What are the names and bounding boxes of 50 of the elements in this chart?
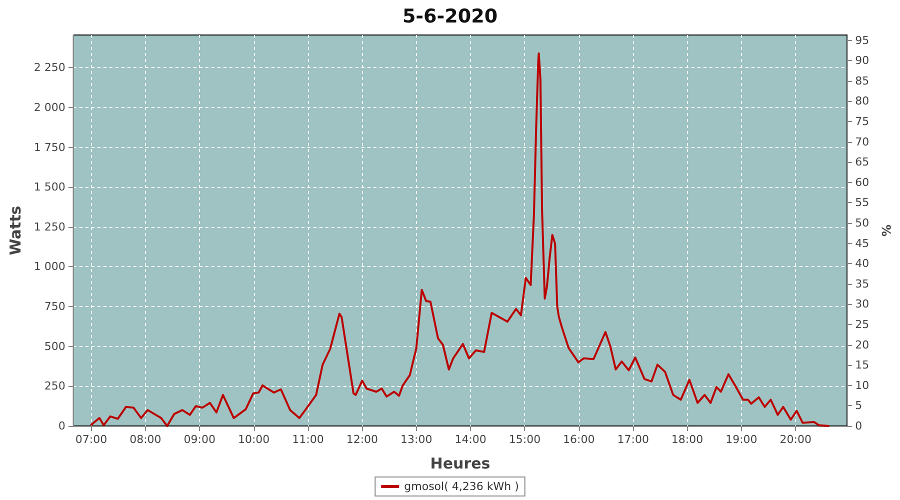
- y-axis-title: Watts: [6, 206, 24, 256]
- y2-tick-label: 60: [855, 176, 870, 189]
- x-tick-label: 16:00: [563, 433, 595, 446]
- y2-tick-label: 20: [855, 338, 870, 352]
- y-tick-label: 750: [44, 300, 66, 314]
- y2-tick-label: 85: [855, 74, 870, 88]
- y2-tick-label: 70: [855, 135, 870, 148]
- y2-tick-label: 75: [855, 114, 870, 128]
- y2-tick-label: 65: [855, 156, 870, 169]
- y2-tick-label: 15: [855, 358, 870, 372]
- x-tick-label: 12:00: [346, 433, 378, 446]
- x-tick-label: 08:00: [130, 433, 162, 446]
- x-tick-label: 13:00: [400, 433, 432, 446]
- y2-tick-label: 90: [855, 54, 870, 68]
- y2-tick-label: 55: [855, 196, 870, 210]
- y-tick-label: 250: [44, 380, 66, 393]
- x-tick-label: 09:00: [184, 433, 216, 446]
- x-tick-label: 10:00: [238, 433, 270, 446]
- x-tick-label: 15:00: [508, 433, 541, 446]
- chart-title: 5-6-2020: [402, 6, 498, 28]
- y-tick-label: 500: [44, 340, 66, 353]
- y-tick-label: 1 500: [34, 180, 66, 194]
- x-tick-label: 14:00: [454, 433, 486, 446]
- y2-tick-label: 5: [855, 399, 862, 412]
- x-tick-label: 07:00: [75, 433, 108, 446]
- y-tick-label: 1 750: [34, 140, 66, 154]
- y2-tick-label: 10: [855, 378, 870, 392]
- y2-tick-label: 35: [855, 277, 870, 290]
- line-series: [90, 52, 830, 427]
- x-tick-label: 20:00: [780, 433, 812, 446]
- y-tick-label: 2 250: [34, 61, 66, 74]
- y2-tick-label: 45: [855, 236, 870, 250]
- y2-tick-label: 30: [855, 298, 870, 311]
- y2-axis-title: %: [879, 224, 893, 237]
- y2-tick-label: 40: [855, 257, 870, 270]
- x-tick-label: 17:00: [617, 433, 649, 446]
- y-tick-label: 2 000: [34, 100, 66, 114]
- x-tick-label: 19:00: [726, 433, 758, 446]
- y-tick-label: 1 000: [34, 260, 66, 274]
- x-tick-label: 18:00: [671, 433, 704, 446]
- y-tick-label: 1 250: [34, 220, 66, 234]
- y2-tick-label: 25: [855, 318, 870, 331]
- y-tick-label: 0: [58, 420, 66, 432]
- x-axis-title: Heures: [430, 454, 490, 472]
- x-tick-label: 11:00: [292, 433, 324, 446]
- y2-tick-label: 80: [855, 94, 870, 108]
- y2-tick-label: 50: [855, 216, 870, 230]
- y2-tick-label: 95: [855, 34, 870, 47]
- y2-tick-label: 0: [855, 420, 862, 432]
- legend-label: gmosol( 4,236 kWh ): [404, 480, 519, 493]
